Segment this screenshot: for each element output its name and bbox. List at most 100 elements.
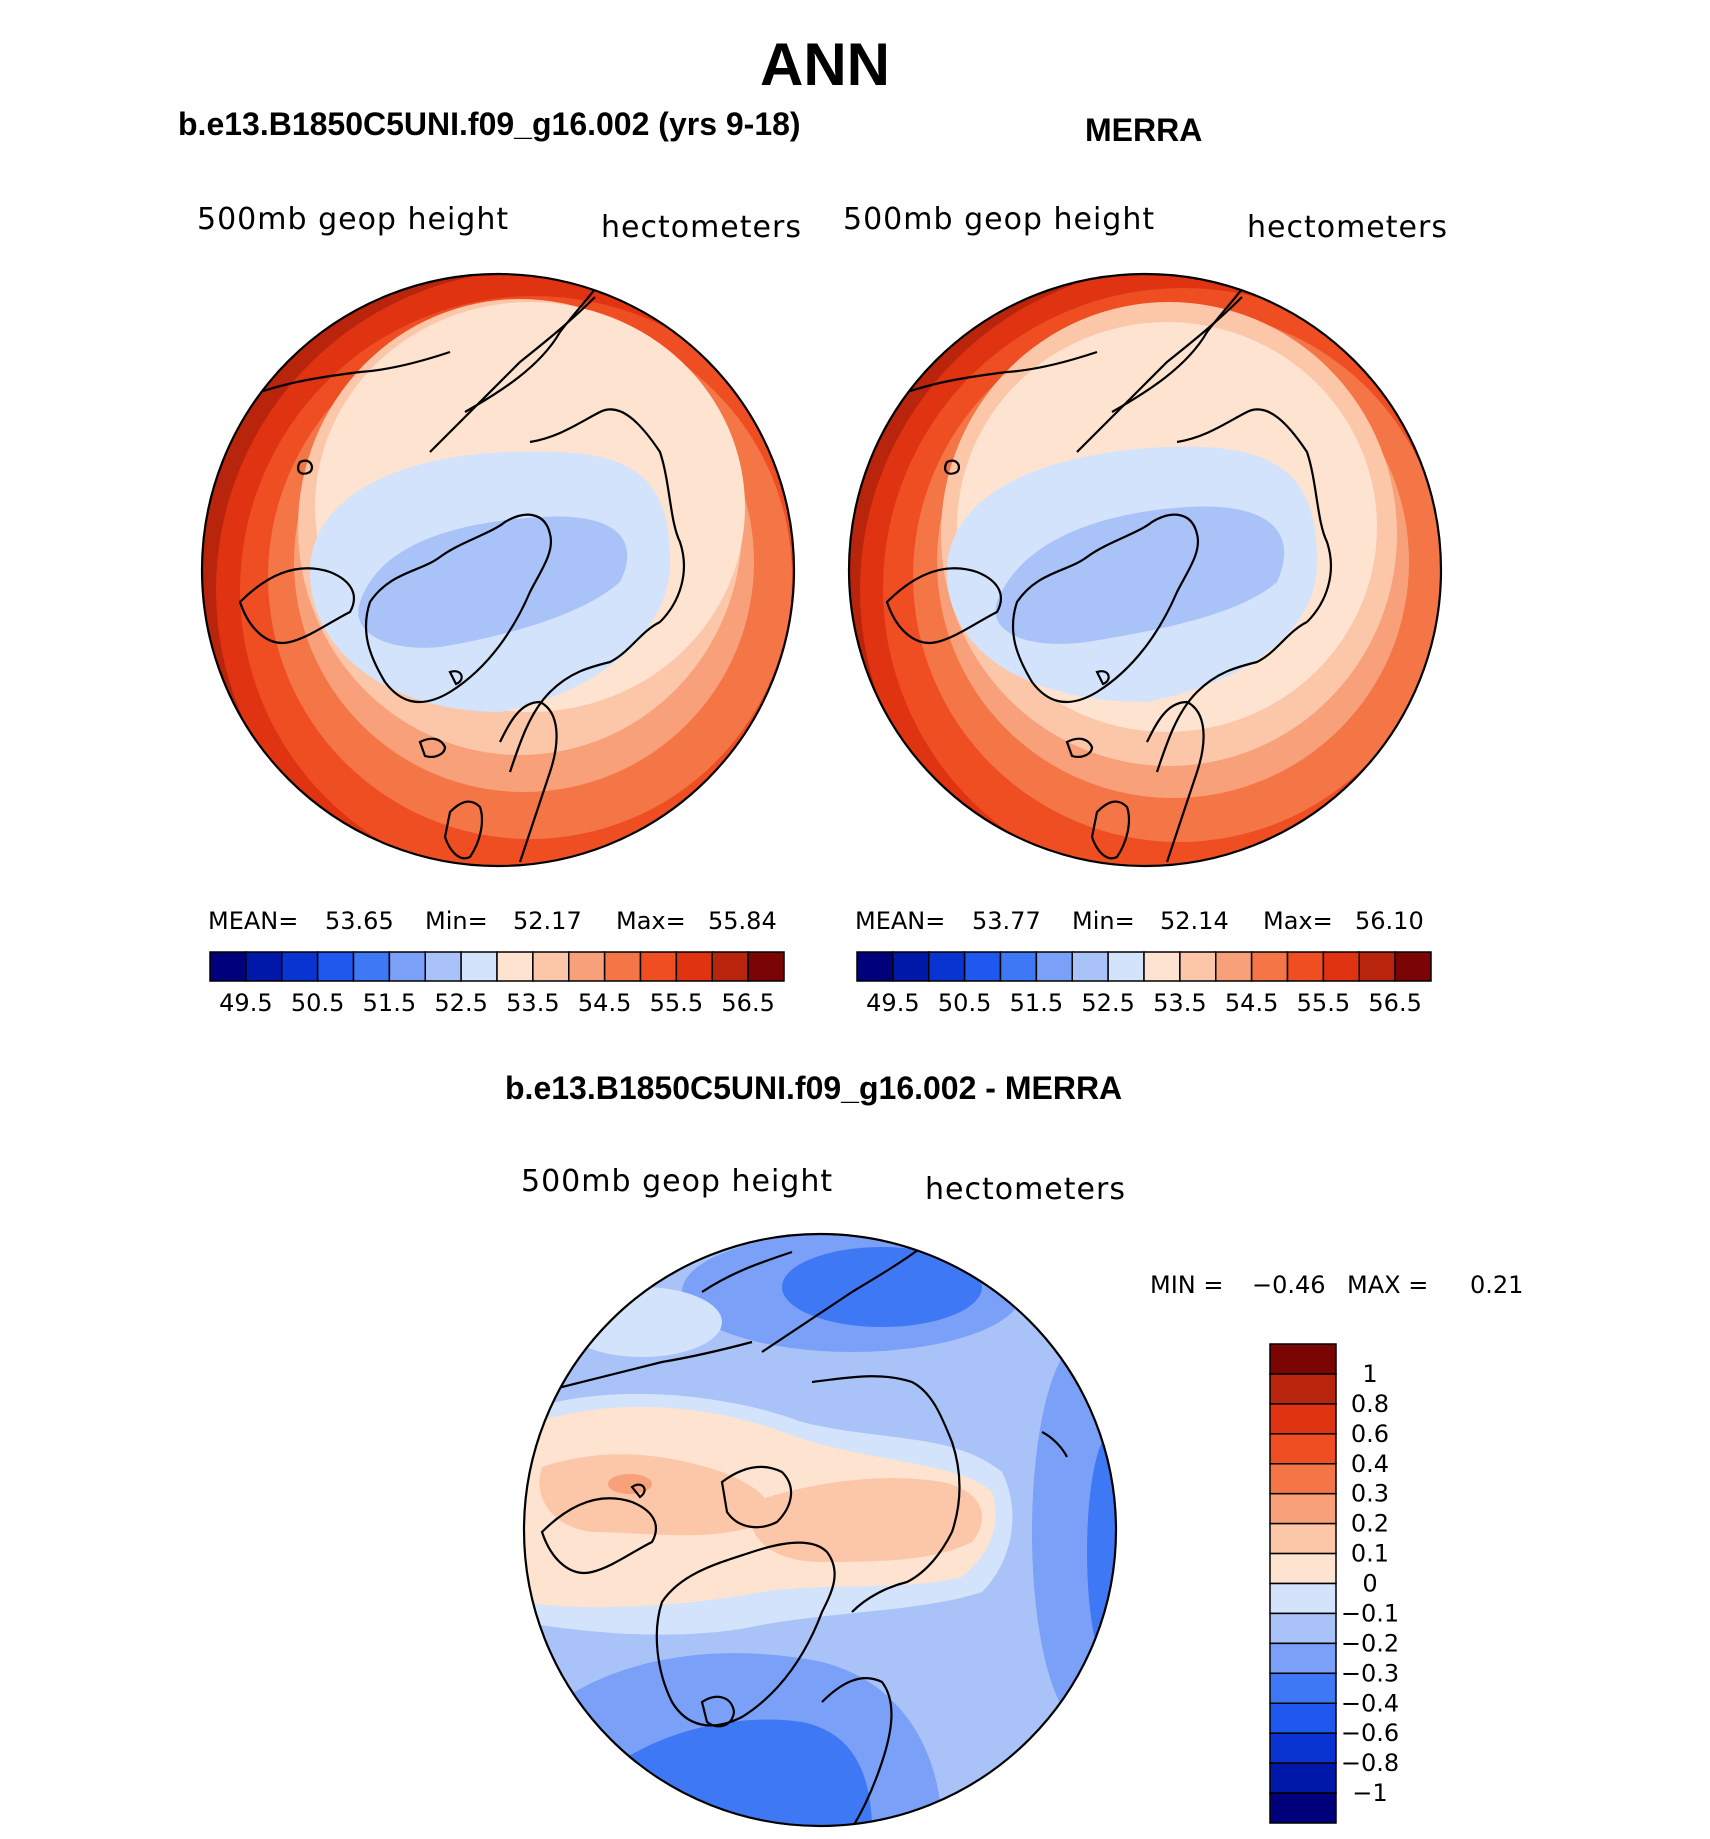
diff-colorbar-tick-label: 0.8 <box>1351 1390 1389 1418</box>
diff-colorbar-tick-label: 0.4 <box>1351 1450 1389 1478</box>
diff-colorbar-swatch-1 <box>1269 1373 1337 1405</box>
left-colorbar-swatch-6 <box>424 951 462 982</box>
diff-coastlines <box>540 1246 1068 1826</box>
right-colorbar-swatch-14 <box>1358 951 1396 982</box>
left-colorbar-tick-label: 53.5 <box>506 989 559 1017</box>
left-colorbar-tick-label: 52.5 <box>434 989 487 1017</box>
right-mean-label: MEAN= <box>855 907 945 935</box>
right-colorbar-tick-label: 51.5 <box>1010 989 1063 1017</box>
right-colorbar-swatch-6 <box>1071 951 1109 982</box>
diff-fill-north-b <box>782 1247 982 1327</box>
right-coastlines <box>885 281 1332 863</box>
right-colorbar-swatch-11 <box>1250 951 1289 982</box>
left-colorbar-swatch-3 <box>316 951 355 982</box>
diff-colorbar-tick-label: −0.2 <box>1341 1629 1399 1657</box>
right-panel-title: MERRA <box>1085 112 1203 148</box>
diff-field-label: 500mb geop height <box>521 1164 834 1199</box>
left-colorbar-tick-label: 49.5 <box>219 989 272 1017</box>
diff-colorbar-tick-label: −0.3 <box>1341 1659 1399 1687</box>
diff-colorbar-swatch-9 <box>1269 1612 1337 1645</box>
right-colorbar-tick-label: 55.5 <box>1297 989 1350 1017</box>
diff-fill-pos-03 <box>608 1474 652 1494</box>
right-colorbar-swatch-8 <box>1143 951 1181 982</box>
right-units-label: hectometers <box>1247 210 1448 245</box>
diff-colorbar-swatch-13 <box>1269 1732 1337 1764</box>
right-colorbar-tick-label: 54.5 <box>1225 989 1278 1017</box>
right-colorbar-swatch-3 <box>963 951 1002 982</box>
right-max-value: 56.10 <box>1355 907 1424 935</box>
right-colorbar-tick-label: 49.5 <box>866 989 919 1017</box>
right-map-border <box>847 272 1443 868</box>
diff-colorbar-swatch-0 <box>1269 1343 1337 1375</box>
right-colorbar-swatch-12 <box>1286 951 1325 982</box>
left-fill-52 <box>358 516 628 648</box>
right-field-label: 500mb geop height <box>843 202 1156 237</box>
right-colorbar-swatch-10 <box>1215 951 1253 982</box>
left-coastlines <box>238 281 685 863</box>
right-colorbar-swatch-13 <box>1322 951 1360 982</box>
left-colorbar-swatch-12 <box>639 951 678 982</box>
left-colorbar-swatch-2 <box>281 951 319 982</box>
right-polar-map <box>847 272 1443 868</box>
right-colorbar-tick-label: 50.5 <box>938 989 991 1017</box>
diff-max-label: MAX = <box>1347 1271 1428 1299</box>
diff-colorbar-swatch-10 <box>1269 1642 1337 1675</box>
left-colorbar-swatch-14 <box>711 951 749 982</box>
diff-colorbar-swatch-8 <box>1269 1582 1337 1615</box>
diff-panel-title: b.e13.B1850C5UNI.f09_g16.002 - MERRA <box>505 1070 1123 1106</box>
left-colorbar-swatch-10 <box>568 951 606 982</box>
diff-polar-map <box>522 1232 1118 1828</box>
left-colorbar-tick-label: 50.5 <box>291 989 344 1017</box>
diff-stats-and-colorbar: MIN = −0.46 MAX = 0.21 10.80.60.40.30.20… <box>1150 1271 1523 1824</box>
left-mean-label: MEAN= <box>208 907 298 935</box>
right-colorbar-swatch-0 <box>856 951 894 982</box>
right-colorbar-swatch-1 <box>892 951 930 982</box>
left-max-value: 55.84 <box>708 907 777 935</box>
diff-fill-pos-02-east <box>750 1478 982 1562</box>
left-colorbar-swatch-7 <box>460 951 498 982</box>
left-field-label: 500mb geop height <box>197 202 510 237</box>
left-stats-and-colorbar: MEAN= 53.65 Min= 52.17 Max= 55.84 49.5 50… <box>208 907 785 1017</box>
diff-colorbar-tick-label: −0.1 <box>1341 1599 1399 1627</box>
right-colorbar-tick-label: 52.5 <box>1081 989 1134 1017</box>
left-colorbar-tick-label: 56.5 <box>721 989 774 1017</box>
diff-colorbar-tick-label: −0.6 <box>1341 1719 1399 1747</box>
left-colorbar-swatch-9 <box>532 951 570 982</box>
right-mean-value: 53.77 <box>972 907 1041 935</box>
right-min-value: 52.14 <box>1160 907 1229 935</box>
right-stats-and-colorbar: MEAN= 53.77 Min= 52.14 Max= 56.10 49.5 50… <box>855 907 1432 1017</box>
left-colorbar-swatch-15 <box>747 951 785 982</box>
left-min-label: Min= <box>425 907 488 935</box>
left-colorbar-tick-label: 51.5 <box>363 989 416 1017</box>
page-title: ANN <box>760 31 890 98</box>
left-units-label: hectometers <box>601 210 802 245</box>
diff-colorbar-swatch-4 <box>1269 1463 1337 1495</box>
right-colorbar-swatch-5 <box>1035 951 1073 982</box>
diff-colorbar-swatch-6 <box>1269 1522 1337 1555</box>
diff-colorbar-tick-label: −1 <box>1352 1779 1387 1807</box>
left-mean-value: 53.65 <box>325 907 394 935</box>
right-colorbar-swatch-4 <box>999 951 1038 982</box>
right-colorbar-swatch-15 <box>1394 951 1432 982</box>
left-colorbar-swatch-1 <box>245 951 283 982</box>
diff-fill-pos-02-west <box>539 1454 769 1536</box>
left-colorbar-swatch-8 <box>496 951 534 982</box>
left-polar-map <box>200 272 796 868</box>
diff-colorbar-tick-label: −0.8 <box>1341 1749 1399 1777</box>
diff-colorbar-tick-label: 0.2 <box>1351 1510 1389 1538</box>
diff-colorbar-swatch-3 <box>1269 1433 1337 1465</box>
diff-colorbar-tick-label: 0 <box>1362 1570 1377 1598</box>
diff-map-border <box>522 1232 1118 1828</box>
right-colorbar-tick-label: 56.5 <box>1368 989 1421 1017</box>
diff-max-value: 0.21 <box>1470 1271 1523 1299</box>
diff-min-label: MIN = <box>1150 1271 1223 1299</box>
right-max-label: Max= <box>1263 907 1333 935</box>
right-colorbar-swatch-7 <box>1107 951 1145 982</box>
right-colorbar-swatch-2 <box>928 951 966 982</box>
diff-colorbar-tick-label: 0.3 <box>1351 1480 1389 1508</box>
diff-colorbar-swatch-7 <box>1269 1552 1337 1585</box>
diff-min-value: −0.46 <box>1252 1271 1326 1299</box>
diff-colorbar: 10.80.60.40.30.20.10−0.1−0.2−0.3−0.4−0.6… <box>1269 1343 1399 1824</box>
diff-colorbar-tick-label: 0.6 <box>1351 1420 1389 1448</box>
diff-colorbar-tick-label: −0.4 <box>1341 1689 1399 1717</box>
